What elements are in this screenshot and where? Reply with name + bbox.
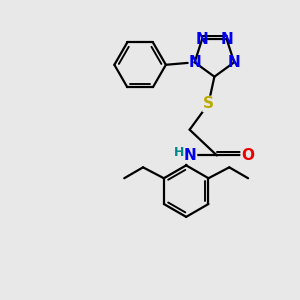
- Text: N: N: [184, 148, 196, 163]
- Text: N: N: [196, 32, 208, 46]
- Text: N: N: [220, 32, 233, 46]
- Text: O: O: [241, 148, 254, 163]
- Text: S: S: [203, 96, 214, 111]
- Text: N: N: [188, 55, 201, 70]
- Text: N: N: [228, 55, 241, 70]
- Text: H: H: [174, 146, 184, 159]
